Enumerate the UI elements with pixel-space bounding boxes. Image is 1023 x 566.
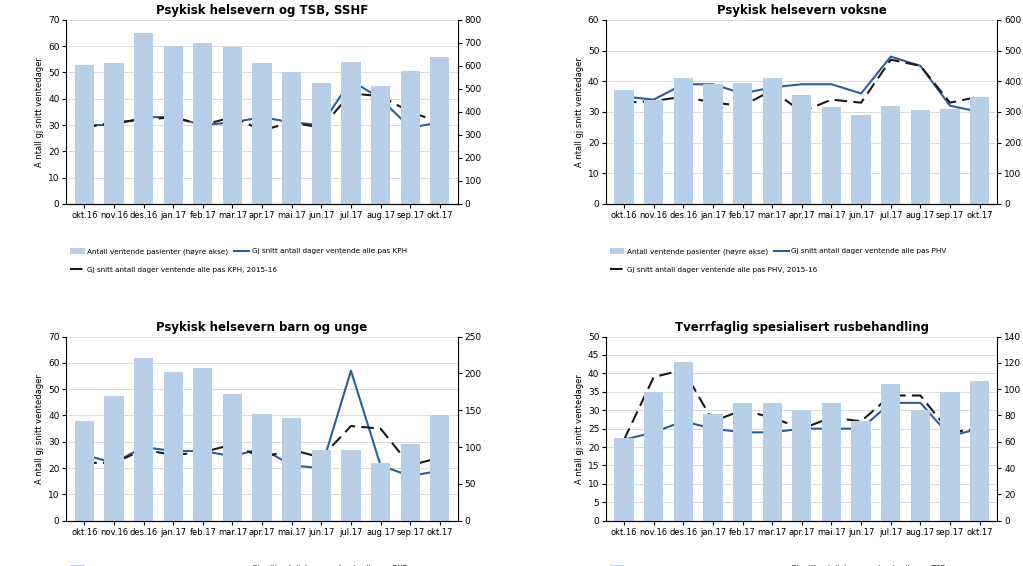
Bar [431,415,449,521]
Bar [792,410,811,521]
Legend: Gj snitt antall dager ventende alle pas PHV, 2015-16: Gj snitt antall dager ventende alle pas … [610,267,817,273]
Bar [312,83,331,204]
Bar [401,444,419,521]
Bar [75,65,94,204]
Legend: Gj snitt antall dager ventende alle pas KPH, 2015-16: Gj snitt antall dager ventende alle pas … [71,267,277,273]
Bar [75,421,94,521]
Bar [762,78,782,204]
Bar [851,115,871,204]
Bar [674,78,693,204]
Y-axis label: A ntall gj snitt ventedager: A ntall gj snitt ventedager [35,374,44,483]
Bar [970,381,989,521]
Title: Psykisk helsevern og TSB, SSHF: Psykisk helsevern og TSB, SSHF [155,5,368,17]
Bar [253,63,272,204]
Y-axis label: A ntall gj snitt ventedager: A ntall gj snitt ventedager [575,374,584,483]
Bar [134,358,153,521]
Bar [821,403,841,521]
Bar [762,403,782,521]
Bar [193,368,213,521]
Bar [704,414,722,521]
Bar [851,421,871,521]
Bar [940,109,960,204]
Bar [164,372,183,521]
Bar [401,71,419,204]
Bar [371,85,390,204]
Bar [193,44,213,204]
Bar [253,414,272,521]
Bar [282,72,302,204]
Bar [644,392,663,521]
Bar [223,48,242,204]
Title: Psykisk helsevern barn og unge: Psykisk helsevern barn og unge [157,321,367,334]
Bar [881,106,900,204]
Bar [821,108,841,204]
Bar [342,450,360,521]
Bar [644,100,663,204]
Y-axis label: A ntall gj snitt ventedager: A ntall gj snitt ventedager [575,57,584,167]
Bar [431,57,449,204]
Bar [104,63,124,204]
Bar [282,418,302,521]
Bar [223,395,242,521]
Bar [732,403,752,521]
Bar [910,110,930,204]
Y-axis label: A ntall gj snitt ventedager: A ntall gj snitt ventedager [35,57,44,167]
Bar [312,450,331,521]
Title: Psykisk helsevern voksne: Psykisk helsevern voksne [717,5,887,17]
Bar [792,95,811,204]
Bar [881,384,900,521]
Bar [104,396,124,521]
Title: Tverrfaglig spesialisert rusbehandling: Tverrfaglig spesialisert rusbehandling [675,321,929,334]
Bar [732,83,752,204]
Bar [615,438,633,521]
Bar [674,362,693,521]
Bar [134,33,153,204]
Bar [970,97,989,204]
Bar [615,91,633,204]
Bar [940,392,960,521]
Bar [342,62,360,204]
Bar [164,46,183,204]
Bar [910,410,930,521]
Bar [371,463,390,521]
Bar [704,84,722,204]
